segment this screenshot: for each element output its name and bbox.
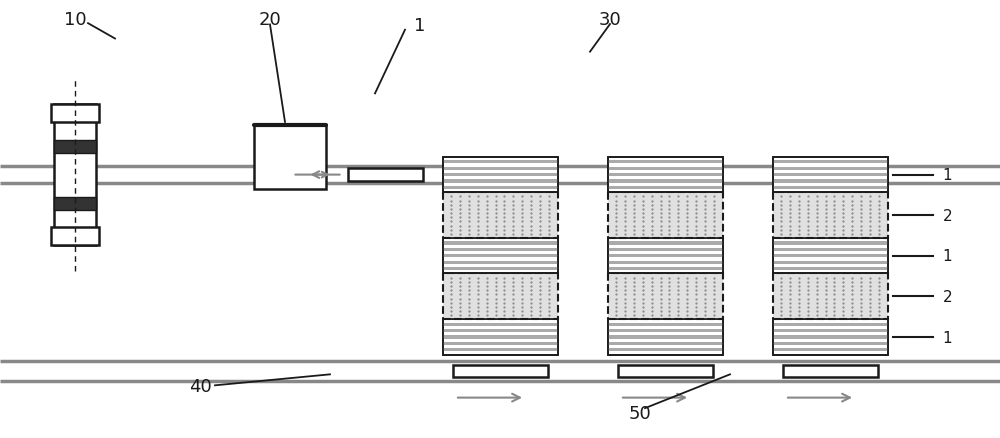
Text: 1: 1 [942,249,952,264]
Bar [608,320,722,355]
Bar [772,239,888,274]
Bar [442,329,558,332]
Bar [442,320,558,355]
Bar [442,254,558,258]
Bar [442,239,558,274]
Bar [608,193,722,239]
Text: 20: 20 [259,11,281,29]
Bar [51,105,99,123]
Text: 1: 1 [414,17,426,35]
Bar [442,261,558,264]
Bar [608,267,722,271]
Bar [452,365,548,378]
Bar [608,158,722,193]
Text: 10: 10 [64,11,86,29]
Bar [772,242,888,245]
Bar [608,248,722,251]
Bar [442,193,558,239]
Bar [608,254,722,258]
Bar [772,158,888,193]
Text: 2: 2 [942,208,952,223]
Text: 1: 1 [942,168,952,183]
Bar [772,161,888,164]
Bar [608,180,722,183]
Bar [608,261,722,264]
Bar [608,173,722,177]
Bar [608,348,722,352]
Bar [442,158,558,193]
Bar [442,323,558,326]
Bar [442,167,558,170]
Bar [608,239,722,274]
Bar [608,239,722,274]
Bar [608,323,722,326]
Bar [772,267,888,271]
Bar [442,348,558,352]
Bar [772,180,888,183]
Bar [608,158,722,193]
Bar [608,342,722,345]
Bar [772,274,888,320]
Bar [782,365,878,378]
Bar [772,329,888,332]
Bar [254,126,326,189]
Bar [442,158,558,193]
Bar [442,248,558,251]
Bar [772,320,888,355]
Bar [772,254,888,258]
Bar [772,336,888,339]
Bar [442,336,558,339]
Bar [608,320,722,355]
Bar [442,180,558,183]
Text: 1: 1 [942,330,952,345]
Bar [618,365,712,378]
Bar [608,242,722,245]
Bar [54,198,96,210]
Bar [608,186,722,190]
Bar [442,186,558,190]
Bar [772,342,888,345]
Bar [442,274,558,320]
Bar [772,193,888,239]
Bar [442,242,558,245]
Bar [772,323,888,326]
Bar [772,158,888,193]
Bar [608,336,722,339]
Text: 50: 50 [629,403,651,422]
Bar [608,161,722,164]
Bar [772,248,888,251]
Text: 2: 2 [942,289,952,304]
Bar [442,267,558,271]
Bar [442,239,558,274]
Bar [51,228,99,245]
Bar [608,167,722,170]
Bar [772,186,888,190]
Text: 40: 40 [189,377,211,396]
Bar [608,329,722,332]
Bar [772,261,888,264]
Bar [442,342,558,345]
Bar [772,320,888,355]
Bar [442,161,558,164]
Bar [348,169,423,182]
Bar [442,320,558,355]
Bar [772,239,888,274]
Bar [772,348,888,352]
Bar [54,141,96,153]
Bar [442,173,558,177]
Bar [608,274,722,320]
Bar [772,173,888,177]
Bar [54,105,96,245]
Bar [772,167,888,170]
Text: 30: 30 [599,11,621,29]
